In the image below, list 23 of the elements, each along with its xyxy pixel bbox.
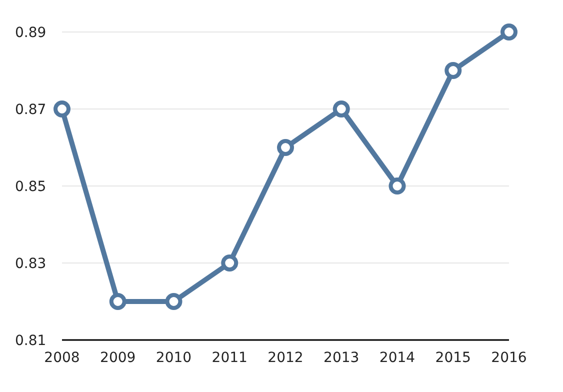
y-tick-label: 0.85 (15, 178, 46, 195)
point (165, 293, 182, 310)
x-tick-label: 2016 (491, 350, 527, 366)
x-tick-label: 2012 (268, 350, 304, 366)
x-tick-label: 2010 (156, 350, 192, 366)
y-tick-label: 0.89 (15, 24, 46, 41)
point (500, 24, 518, 40)
point (388, 178, 406, 194)
point (332, 100, 350, 118)
point (109, 293, 126, 310)
x-tick-label: 2008 (44, 350, 80, 366)
x-tick-label: 2014 (379, 350, 416, 366)
point (277, 139, 294, 156)
y-tick-label: 0.83 (15, 256, 46, 272)
y-tick-label: 0.87 (15, 102, 46, 118)
point (54, 100, 70, 118)
x-tick-label: 2009 (100, 350, 136, 366)
point (444, 62, 462, 79)
x-tick-label: 2011 (212, 350, 248, 366)
x-tick-label: 2013 (324, 350, 360, 366)
y-tick-label: 0.81 (15, 332, 46, 349)
x-tick-label: 2015 (435, 350, 471, 366)
point (221, 254, 238, 272)
